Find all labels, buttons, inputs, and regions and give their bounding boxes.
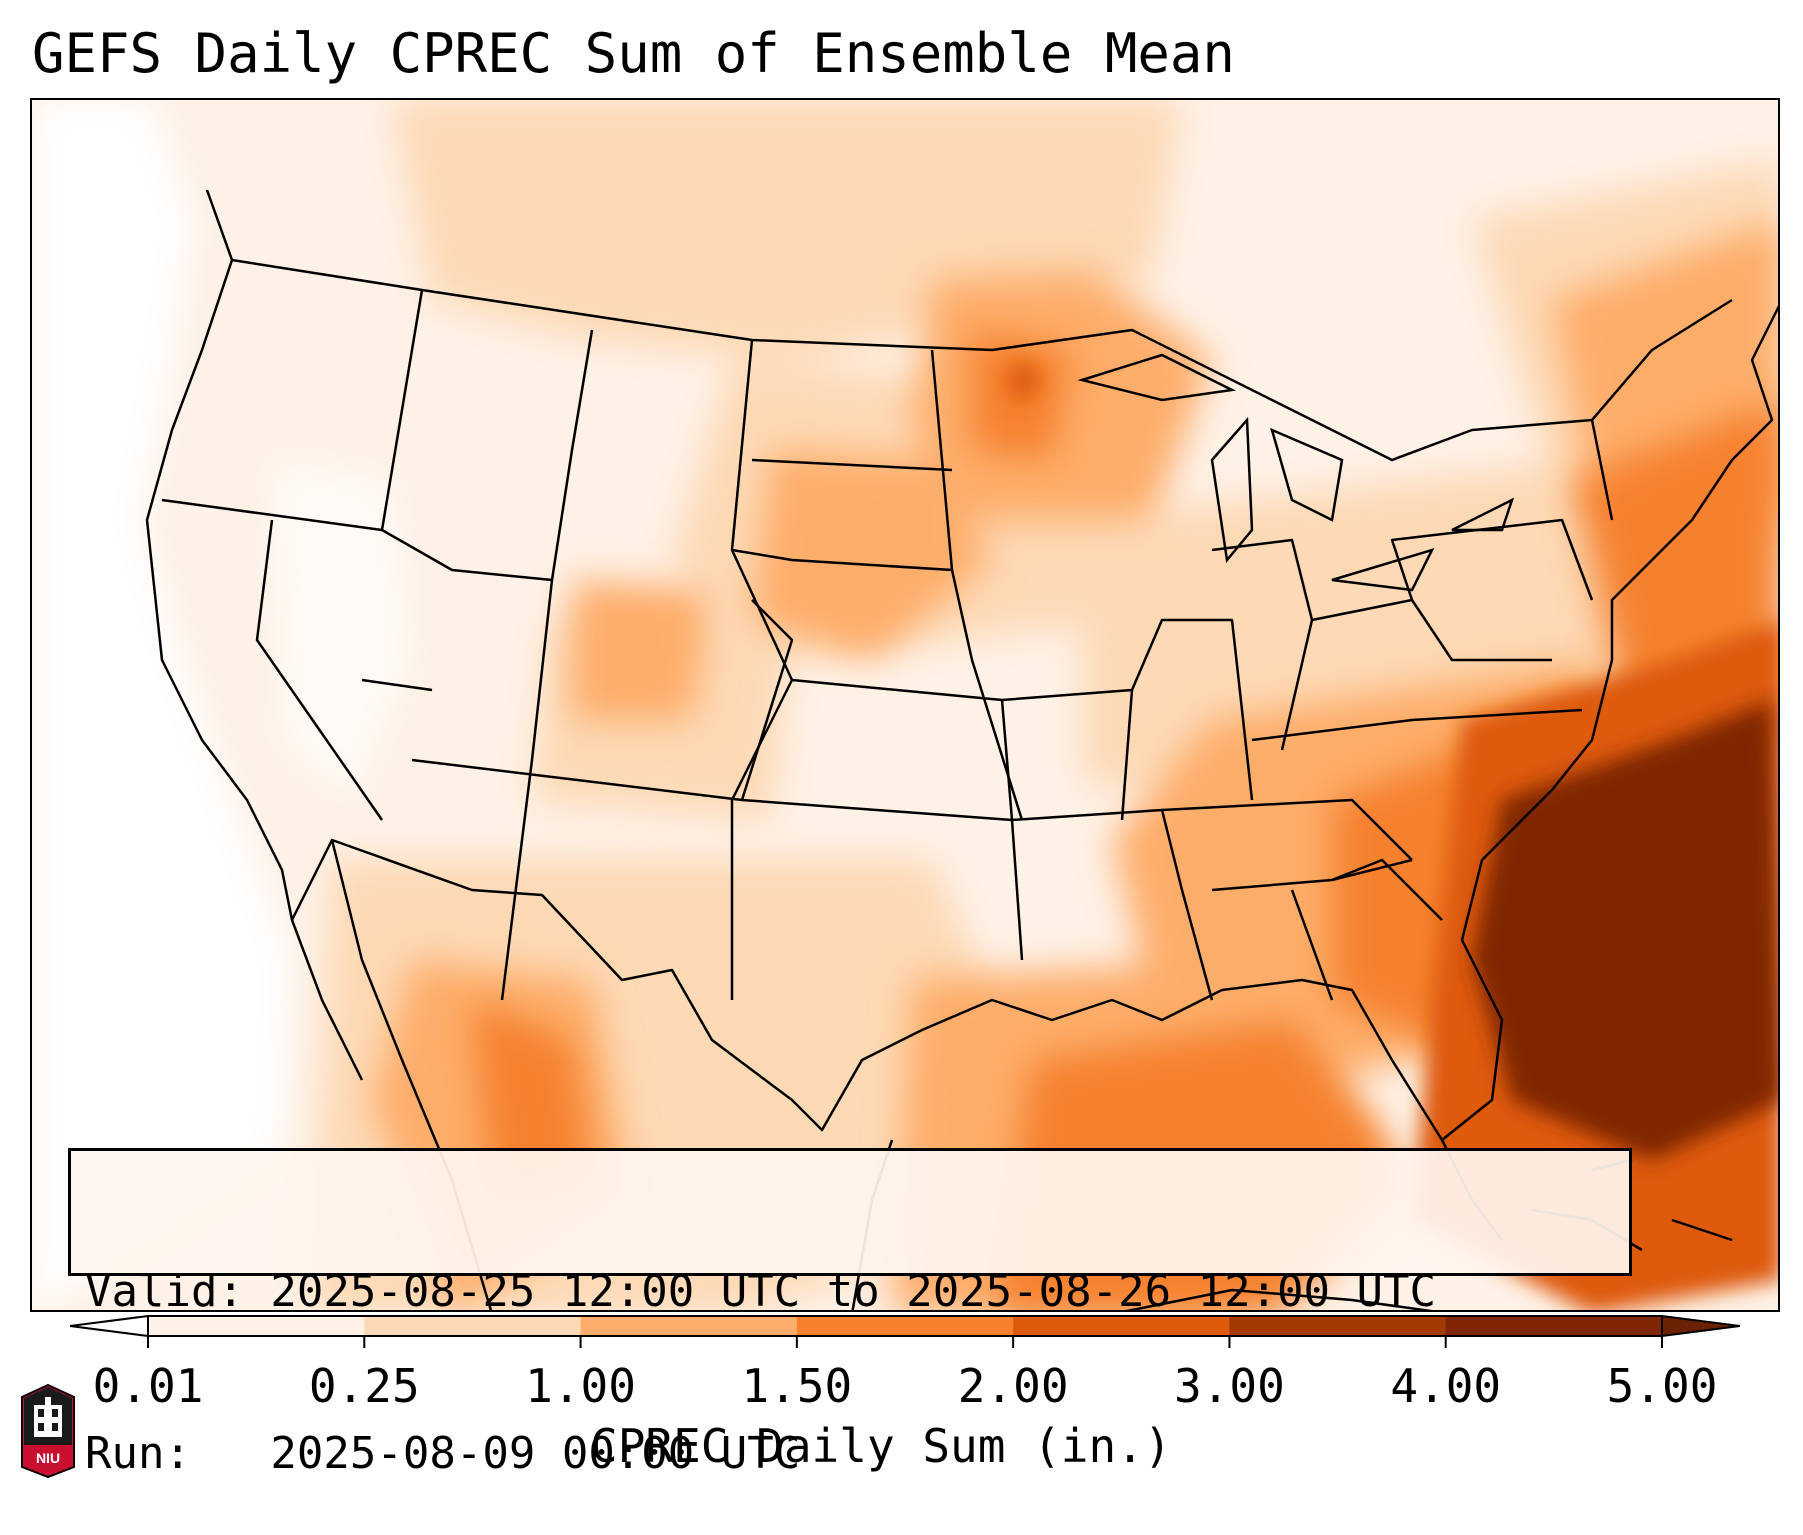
precip-map: [32, 100, 1778, 1310]
niu-logo: NIU: [21, 1383, 75, 1479]
colorbar-segment: [580, 1316, 798, 1336]
state-boundaries: [145, 189, 1778, 1142]
colorbar-ticks: [147, 1336, 1663, 1348]
colorbar-segment: [1013, 1316, 1230, 1336]
colorbar-tick-label: 1.00: [525, 1359, 636, 1413]
valid-run-box: Valid: 2025-08-25 12:00 UTC to 2025-08-2…: [68, 1148, 1632, 1479]
colorbar-segment: [1445, 1316, 1663, 1336]
colorbar-over-triangle: [1661, 1314, 1740, 1338]
colorbar-tick-label: 1.50: [741, 1359, 853, 1413]
colorbar-segment: [148, 1316, 365, 1336]
colorbar-tick-label: 2.00: [957, 1359, 1069, 1413]
run-time-text: Run: 2025-08-09 00:00 UTC: [85, 1428, 801, 1479]
colorbar-segments: [147, 1315, 1663, 1337]
colorbar-tick-label: 0.25: [308, 1359, 420, 1413]
chart-title: GEFS Daily CPREC Sum of Ensemble Mean: [32, 22, 1235, 85]
colorbar-tick-label: 5.00: [1606, 1359, 1718, 1413]
colorbar-tick-label: 4.00: [1390, 1359, 1502, 1413]
colorbar-segment: [1229, 1316, 1447, 1336]
logo-text: NIU: [36, 1450, 60, 1466]
great-lakes: [1077, 353, 1515, 592]
colorbar-label: CPREC Daily Sum (in.): [590, 1419, 1172, 1473]
colorbar-under-triangle: [70, 1314, 149, 1338]
colorbar-tick-label: 3.00: [1174, 1359, 1285, 1413]
colorbar-segment: [364, 1316, 582, 1336]
colorbar-segment: [796, 1316, 1014, 1336]
colorbar-tick-label: 0.01: [92, 1359, 204, 1413]
valid-time-text: Valid: 2025-08-25 12:00 UTC to 2025-08-2…: [85, 1266, 1437, 1317]
field-dry-pacific: [32, 100, 292, 1310]
map-panel: [30, 98, 1780, 1312]
colorbar: [70, 1314, 1740, 1348]
field-very-heavy: [1472, 700, 1778, 1160]
field-dry-nevada: [272, 460, 412, 800]
